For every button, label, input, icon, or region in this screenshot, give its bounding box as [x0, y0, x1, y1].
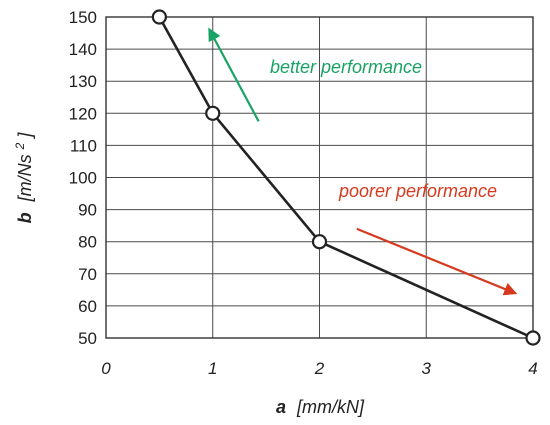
y-axis-unit: [m/Ns: [15, 154, 35, 202]
y-tick-label: 120: [69, 104, 97, 123]
x-axis-unit: [mm/kN]: [296, 397, 365, 417]
y-tick-label: 100: [69, 169, 97, 188]
poorer-performance-label: poorer performance: [338, 181, 497, 201]
x-tick-labels: 0 1 2 3 4: [101, 359, 537, 378]
x-axis-variable: a: [276, 397, 286, 417]
x-tick-label: 1: [208, 359, 217, 378]
x-axis-title: a [mm/kN]: [276, 397, 365, 417]
better-performance-label: better performance: [270, 57, 422, 77]
annotations: better performance poorer performance: [208, 27, 518, 296]
y-tick-label: 90: [78, 201, 97, 220]
y-tick-label: 130: [69, 72, 97, 91]
y-tick-label: 110: [70, 136, 97, 155]
y-tick-label: 70: [78, 265, 97, 284]
y-axis-unit-exponent: 2: [13, 142, 27, 150]
x-tick-label: 4: [528, 359, 537, 378]
poorer-performance-arrow: [356, 227, 518, 296]
data-point: [525, 330, 541, 346]
plot-frame: [105, 16, 534, 339]
x-tick-label: 0: [101, 359, 111, 378]
data-point: [205, 105, 221, 121]
series: [151, 9, 541, 346]
y-tick-label: 60: [78, 297, 97, 316]
y-tick-label: 150: [69, 8, 97, 27]
data-point: [311, 234, 328, 250]
y-axis-title: b [m/Ns 2 ]: [8, 132, 35, 224]
y-tick-label: 140: [69, 40, 97, 59]
y-tick-labels: 50 60 70 80 90 100 110 120 130 140 150: [69, 8, 97, 348]
series-line: [158, 16, 534, 340]
y-axis-unit-close: ]: [15, 132, 35, 140]
y-axis-variable: b: [15, 212, 35, 223]
x-tick-label: 2: [314, 359, 325, 378]
grid: [105, 16, 534, 339]
y-tick-label: 50: [78, 329, 97, 348]
data-point: [151, 9, 167, 25]
x-tick-label: 3: [422, 359, 432, 378]
y-tick-label: 80: [78, 233, 97, 252]
better-performance-arrow: [208, 27, 260, 122]
